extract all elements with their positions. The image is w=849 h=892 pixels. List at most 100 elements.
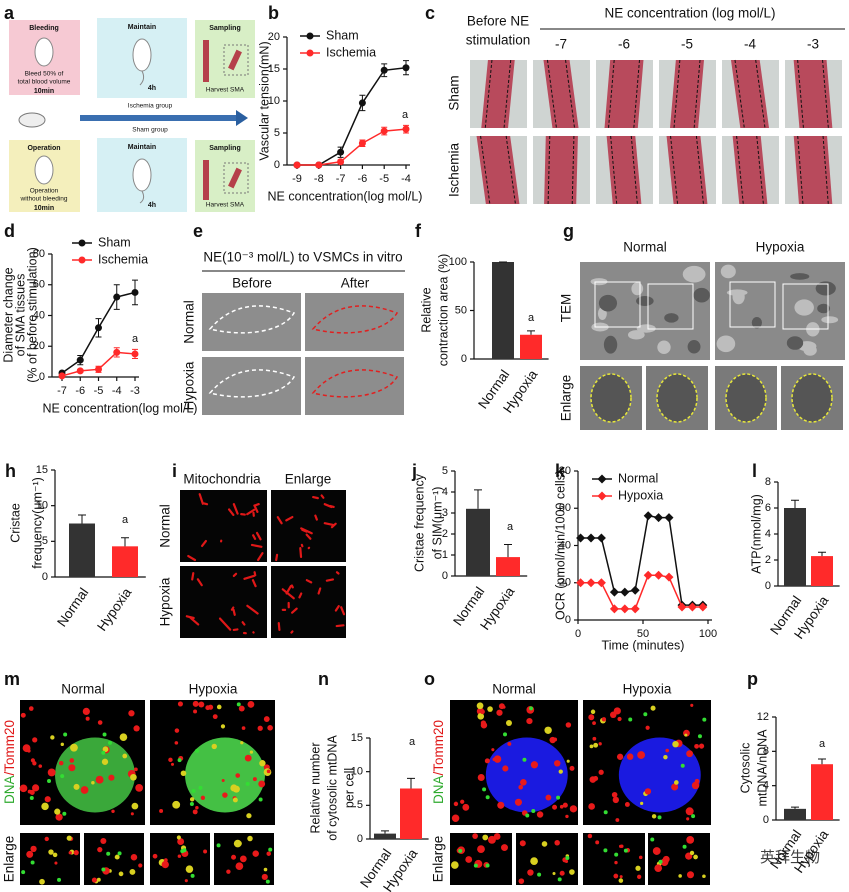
mitochondria-dot <box>569 805 578 813</box>
mitochondria-dot <box>252 777 257 782</box>
bar <box>811 556 833 586</box>
mitochondria-dot <box>118 871 124 877</box>
mitochondria-dot <box>493 755 502 763</box>
mitochondria-dot <box>514 798 523 806</box>
y-tick-label: 5 <box>274 127 280 139</box>
mitochondria-dot <box>617 716 622 722</box>
mitochondria-dot <box>498 703 505 710</box>
mitochondria <box>200 539 208 548</box>
marker <box>337 158 345 166</box>
mitochondria-dot <box>635 865 641 871</box>
rat-icon <box>132 38 152 72</box>
mitochondria-dot <box>39 878 45 885</box>
y-tick-label: 5 <box>42 535 48 547</box>
marker <box>95 324 102 332</box>
box-note: Bleed 50% of <box>25 71 64 78</box>
mitochondria-dot <box>637 751 646 759</box>
mitochondria-dot <box>184 879 188 883</box>
mitochondria-dot <box>480 709 485 715</box>
rat-icon <box>34 37 54 67</box>
mitochondria-dot <box>170 762 175 766</box>
mitochondria <box>275 553 279 562</box>
mitochondria-dot <box>236 840 242 847</box>
mtdna-dot <box>503 732 508 737</box>
box-note: Harvest SMA <box>206 202 245 209</box>
y-axis-label: ATP(nmol/mg) <box>749 494 763 574</box>
y-axis-label: Cytosolic <box>738 743 752 794</box>
marker <box>131 288 139 296</box>
vessel-edge <box>633 59 640 129</box>
column-label: Mitochondria <box>183 472 261 487</box>
y-tick-label: 8 <box>763 745 769 757</box>
vessel-edge <box>673 59 681 129</box>
mitochondria <box>246 604 259 615</box>
rat-icon <box>34 155 54 185</box>
mitochondria-dot <box>73 849 79 856</box>
mitochondria <box>227 508 235 516</box>
mitochondria-dot <box>613 707 621 715</box>
mitochondria-dot <box>69 758 75 763</box>
vessel-edge <box>736 135 744 205</box>
vessel <box>793 60 833 128</box>
mitochondria-dot <box>193 709 198 714</box>
y-tick-label: 4 <box>442 486 448 498</box>
mitochondria <box>290 584 294 589</box>
panel-label: h <box>5 461 16 481</box>
mitochondria-dot <box>691 781 700 790</box>
mtdna-dot <box>245 781 250 786</box>
mitochondria-dot <box>44 836 49 842</box>
mitochondria-dot <box>588 714 595 721</box>
mitochondria-dot <box>97 720 103 725</box>
x-tick-label: -4 <box>401 173 411 185</box>
box-note: Harvest SMA <box>206 87 245 94</box>
panel-m: m Normal Hypoxia DNA/Tomm20 Enlarge <box>2 669 238 883</box>
micrograph <box>271 566 346 638</box>
marker <box>58 372 66 380</box>
mitochondria-dot <box>258 780 266 788</box>
marker <box>596 533 606 543</box>
column-label: Normal <box>623 240 667 255</box>
mitochondria-dot <box>111 809 115 814</box>
mitochondria-dot <box>177 854 182 858</box>
panel-label: o <box>424 669 435 689</box>
group-label: Sham group <box>132 127 168 134</box>
mitochondria-dot <box>174 728 180 733</box>
mitochondria-dot <box>198 701 205 708</box>
mitochondria-dot <box>530 857 538 865</box>
mitochondria <box>323 522 335 527</box>
mitochondria-dot <box>246 813 252 819</box>
mitochondria-dot <box>180 770 187 777</box>
artery-icon <box>228 49 242 71</box>
organelle <box>786 336 804 350</box>
organelle <box>657 340 671 355</box>
mtdna-dot <box>643 712 648 717</box>
mitochondria-dot <box>472 833 478 839</box>
mtdna-dot <box>614 852 619 857</box>
mitochondria-dot <box>172 800 181 809</box>
x-tick-label: -9 <box>292 173 302 185</box>
cell-outline <box>208 305 296 334</box>
mitochondria-dot <box>28 706 34 711</box>
mitochondria-dot <box>689 850 695 856</box>
mitochondria-dot <box>520 778 527 786</box>
y-axis-label: Cristae frequency <box>412 473 426 572</box>
bar <box>496 557 520 576</box>
mtdna-dot <box>63 732 68 737</box>
mtdna-dot <box>258 797 263 802</box>
mitochondria-dot <box>480 722 488 729</box>
y-axis-label: of SIM(μm⁻¹) <box>430 487 444 560</box>
y-tick-label: 2 <box>442 528 448 540</box>
mitochondria-dot <box>598 742 602 746</box>
mitochondria-dot <box>159 808 164 813</box>
x-tick-label: 0 <box>575 628 581 640</box>
vessel-edge <box>608 59 615 129</box>
vessel <box>544 136 578 204</box>
y-tick-label: 12 <box>757 711 769 723</box>
column-label: Enlarge <box>285 472 332 487</box>
mitochondria-dot <box>129 868 136 875</box>
mitochondria-dot <box>566 759 570 763</box>
mtdna-dot <box>557 877 562 882</box>
marker <box>76 367 84 375</box>
mitochondria-dot <box>102 746 109 753</box>
y-tick-label: 50 <box>455 304 467 316</box>
